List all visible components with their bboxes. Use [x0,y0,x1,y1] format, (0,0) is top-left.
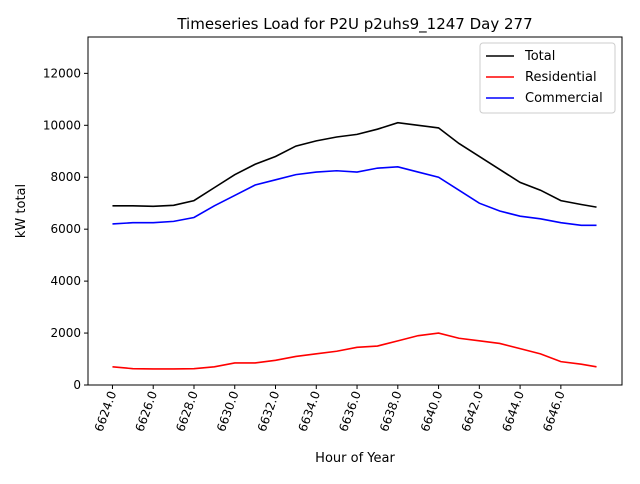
x-tick-label: 6644.0 [499,389,527,433]
y-tick-label: 10000 [43,118,81,132]
legend: Total Residential Commercial [479,42,616,114]
x-tick-label: 6646.0 [540,389,568,433]
x-tick-label: 6628.0 [173,389,201,433]
y-tick-label: 0 [73,378,81,392]
x-tick-label: 6624.0 [92,389,120,433]
legend-label: Total [524,49,555,64]
y-tick-label: 12000 [43,66,81,80]
plot-area [87,36,623,386]
legend-label: Commercial [525,91,603,106]
legend-label: Residential [525,70,597,85]
x-tick-label: 6634.0 [296,389,324,433]
y-tick-label: 2000 [50,326,81,340]
series-line-total [112,121,597,208]
x-tick-label: 6632.0 [255,389,283,433]
x-tick-label: 6640.0 [418,389,446,433]
x-tick-label: 6636.0 [336,389,364,433]
y-axis-label: kW total [14,184,29,238]
x-tick-label: 6638.0 [377,389,405,433]
x-tick-label: 6630.0 [214,389,242,433]
x-tick-label: 6642.0 [459,389,487,433]
y-tick-label: 8000 [50,170,81,184]
y-tick-label: 4000 [50,274,81,288]
chart-title: Timeseries Load for P2U p2uhs9_1247 Day … [176,15,532,34]
series-line-commercial [112,166,597,227]
x-tick-label: 6626.0 [133,389,161,433]
x-axis-label: Hour of Year [315,451,395,466]
y-tick-label: 6000 [50,222,81,236]
series-line-residential [112,332,597,370]
